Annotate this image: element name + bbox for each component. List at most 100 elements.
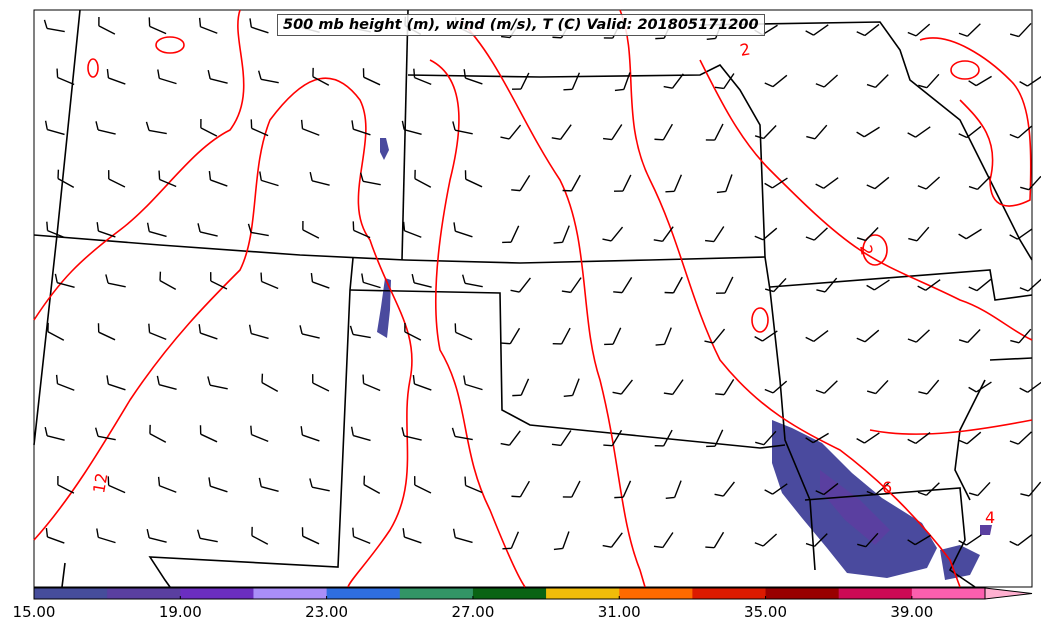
state-borders — [33, 9, 1033, 588]
wind-barb — [463, 69, 483, 85]
wind-barb — [511, 480, 530, 498]
wind-barb — [148, 323, 167, 341]
wind-barb — [714, 73, 735, 90]
wind-barb — [105, 274, 126, 288]
wind-barb — [563, 72, 581, 91]
wind-barb — [146, 222, 167, 238]
wind-barb — [665, 480, 682, 499]
wind-barb — [918, 379, 940, 395]
wind-barb — [44, 120, 65, 136]
wind-barb — [907, 329, 930, 343]
wind-barb — [157, 69, 177, 85]
wind-barb — [968, 176, 991, 191]
wind-barb — [1009, 431, 1032, 445]
wind-barb — [562, 174, 581, 192]
wind-barb — [502, 225, 520, 244]
wind-barb — [361, 273, 381, 289]
wind-barb — [754, 533, 778, 547]
wind-barb — [704, 328, 726, 344]
wind-barb — [653, 226, 674, 242]
wind-barb — [654, 123, 673, 141]
wind-barb — [301, 527, 320, 545]
wind-barb — [907, 432, 931, 445]
wind-barb — [805, 432, 829, 444]
wind-barb — [351, 120, 371, 136]
wind-barb — [714, 481, 735, 497]
wind-barb — [453, 222, 473, 238]
wind-barb — [764, 483, 788, 495]
wind-barb — [107, 476, 126, 494]
wind-barb — [613, 276, 633, 294]
wind-barb — [145, 121, 167, 135]
wind-barb — [856, 432, 880, 444]
colorbar-swatch — [838, 588, 913, 599]
wind-barb — [402, 221, 422, 238]
wind-barb — [309, 171, 330, 186]
wind-barb — [300, 119, 320, 136]
colorbar-swatch — [326, 588, 401, 599]
wind-barb — [197, 223, 218, 237]
wind-barb — [54, 273, 75, 289]
wind-barb — [362, 68, 381, 86]
wind-barb — [754, 227, 778, 241]
wind-barb — [1009, 125, 1033, 139]
wind-barb — [463, 375, 483, 391]
wind-barb — [805, 533, 828, 548]
wind-barb — [706, 429, 724, 448]
wind-barb — [464, 476, 483, 494]
wind-barb — [918, 73, 940, 89]
wind-barb — [805, 24, 829, 36]
wind-barb — [754, 330, 778, 342]
wind-barb — [310, 272, 330, 289]
wind-barb — [502, 531, 520, 550]
colorbar-swatch — [472, 588, 547, 599]
wind-barb — [363, 475, 381, 494]
wind-barb — [350, 426, 371, 442]
wind-barb — [614, 72, 631, 92]
colorbar-tick-label: 39.00 — [890, 603, 934, 621]
wind-barb — [55, 374, 75, 391]
wind-barb — [1019, 75, 1041, 87]
wind-barb — [917, 482, 940, 496]
wind-barb — [907, 126, 931, 138]
wind-barb — [663, 379, 684, 396]
colorbar-tick-label: 27.00 — [451, 603, 495, 621]
wind-barb — [551, 124, 572, 140]
wind-barb — [604, 327, 622, 346]
wind-barb — [248, 324, 269, 340]
wind-barb — [917, 279, 941, 291]
wind-barb — [716, 174, 733, 194]
wind-barb — [44, 426, 65, 441]
wind-barb — [309, 478, 330, 492]
wind-barb — [553, 531, 570, 551]
wind-barb — [159, 271, 177, 290]
wind-barb — [98, 16, 116, 35]
wind-barb — [349, 325, 371, 339]
wind-barb — [602, 532, 623, 548]
wind-barb — [451, 427, 473, 441]
wind-barb — [413, 68, 432, 86]
colorbar-swatch — [253, 588, 328, 599]
contour-label: 2 — [738, 39, 751, 59]
wind-barb — [764, 277, 787, 293]
wind-barb — [968, 278, 992, 292]
wind-barb — [352, 221, 371, 239]
colorbar-outline — [33, 587, 986, 600]
wind-barb — [312, 374, 330, 392]
wind-barb — [553, 225, 570, 244]
wind-barb — [148, 17, 167, 35]
colorbar-extend-arrow — [984, 587, 1033, 600]
wind-barb — [45, 527, 65, 544]
wind-barb — [198, 324, 218, 340]
wind-barb — [1020, 481, 1041, 497]
wind-barb — [57, 475, 75, 494]
wind-barb — [258, 477, 279, 493]
wind-barb — [414, 169, 432, 188]
colorbar-tick-label: 31.00 — [597, 603, 641, 621]
wind-barb — [1010, 328, 1032, 344]
temperature-contours — [33, 9, 1033, 588]
wind-barb — [705, 531, 725, 549]
wind-barb — [198, 17, 218, 34]
colorbar-swatch — [34, 588, 108, 599]
wind-barb — [1009, 228, 1033, 240]
